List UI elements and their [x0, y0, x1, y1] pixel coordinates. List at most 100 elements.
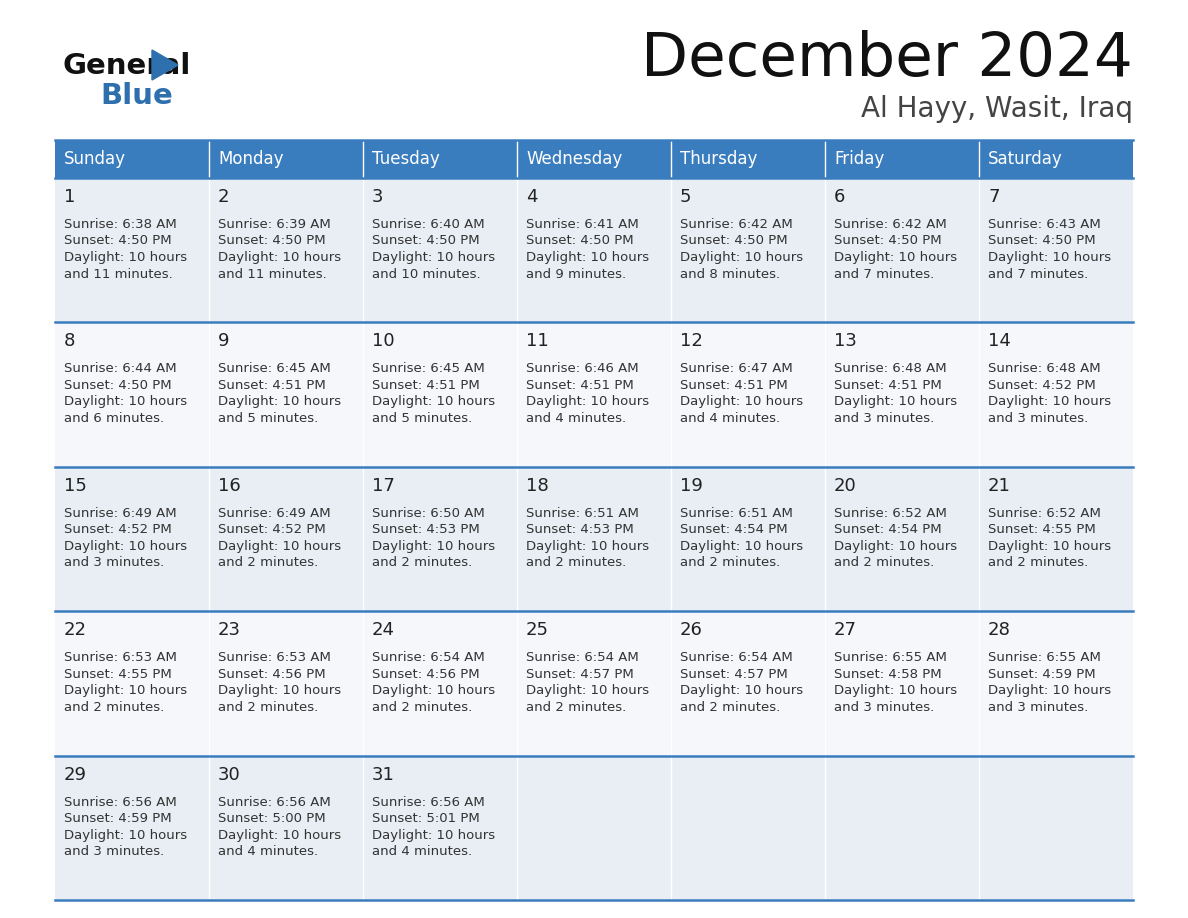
- Text: Sunrise: 6:55 AM: Sunrise: 6:55 AM: [834, 651, 947, 665]
- Text: Sunrise: 6:51 AM: Sunrise: 6:51 AM: [680, 507, 792, 520]
- Text: Sunrise: 6:49 AM: Sunrise: 6:49 AM: [219, 507, 330, 520]
- Text: 2: 2: [219, 188, 229, 206]
- Text: and 6 minutes.: and 6 minutes.: [64, 412, 164, 425]
- Text: Daylight: 10 hours: Daylight: 10 hours: [988, 540, 1111, 553]
- Text: Daylight: 10 hours: Daylight: 10 hours: [372, 829, 495, 842]
- Text: and 4 minutes.: and 4 minutes.: [680, 412, 781, 425]
- Text: Tuesday: Tuesday: [372, 150, 440, 168]
- Text: Wednesday: Wednesday: [526, 150, 623, 168]
- Text: Sunrise: 6:43 AM: Sunrise: 6:43 AM: [988, 218, 1101, 231]
- Text: 28: 28: [988, 621, 1011, 639]
- Text: Sunrise: 6:45 AM: Sunrise: 6:45 AM: [372, 363, 485, 375]
- Text: Sunrise: 6:54 AM: Sunrise: 6:54 AM: [372, 651, 485, 665]
- Text: Monday: Monday: [219, 150, 284, 168]
- Text: 31: 31: [372, 766, 394, 784]
- Text: and 2 minutes.: and 2 minutes.: [526, 700, 626, 713]
- Text: and 4 minutes.: and 4 minutes.: [219, 845, 318, 858]
- Bar: [671, 140, 824, 178]
- Text: Daylight: 10 hours: Daylight: 10 hours: [988, 684, 1111, 697]
- Bar: [979, 178, 1133, 322]
- Bar: [209, 322, 364, 466]
- Bar: [209, 140, 364, 178]
- Text: 1: 1: [64, 188, 75, 206]
- Text: Daylight: 10 hours: Daylight: 10 hours: [372, 396, 495, 409]
- Text: and 2 minutes.: and 2 minutes.: [988, 556, 1088, 569]
- Text: Daylight: 10 hours: Daylight: 10 hours: [834, 396, 958, 409]
- Text: and 11 minutes.: and 11 minutes.: [64, 267, 172, 281]
- Bar: [209, 178, 364, 322]
- Bar: [209, 611, 364, 756]
- Text: Sunset: 4:53 PM: Sunset: 4:53 PM: [526, 523, 633, 536]
- Text: Sunrise: 6:45 AM: Sunrise: 6:45 AM: [219, 363, 330, 375]
- Bar: [517, 466, 671, 611]
- Text: Sunset: 5:01 PM: Sunset: 5:01 PM: [372, 812, 480, 825]
- Text: and 3 minutes.: and 3 minutes.: [834, 412, 934, 425]
- Text: Sunset: 4:57 PM: Sunset: 4:57 PM: [526, 667, 633, 681]
- Text: and 2 minutes.: and 2 minutes.: [372, 556, 473, 569]
- Text: Sunrise: 6:42 AM: Sunrise: 6:42 AM: [834, 218, 947, 231]
- Text: 17: 17: [372, 476, 394, 495]
- Text: Sunset: 4:59 PM: Sunset: 4:59 PM: [64, 812, 171, 825]
- Bar: [55, 322, 209, 466]
- Text: Sunset: 4:50 PM: Sunset: 4:50 PM: [680, 234, 788, 248]
- Bar: [55, 466, 209, 611]
- Text: Thursday: Thursday: [680, 150, 758, 168]
- Text: Daylight: 10 hours: Daylight: 10 hours: [988, 396, 1111, 409]
- Text: Daylight: 10 hours: Daylight: 10 hours: [834, 251, 958, 264]
- Bar: [671, 611, 824, 756]
- Text: Daylight: 10 hours: Daylight: 10 hours: [219, 396, 341, 409]
- Text: Daylight: 10 hours: Daylight: 10 hours: [680, 396, 803, 409]
- Text: and 2 minutes.: and 2 minutes.: [680, 556, 781, 569]
- Text: Sunrise: 6:48 AM: Sunrise: 6:48 AM: [988, 363, 1100, 375]
- Text: Sunset: 4:56 PM: Sunset: 4:56 PM: [372, 667, 480, 681]
- Text: and 4 minutes.: and 4 minutes.: [372, 845, 472, 858]
- Text: and 5 minutes.: and 5 minutes.: [372, 412, 473, 425]
- Text: Sunset: 4:50 PM: Sunset: 4:50 PM: [64, 234, 171, 248]
- Text: Sunrise: 6:38 AM: Sunrise: 6:38 AM: [64, 218, 177, 231]
- Text: Sunrise: 6:41 AM: Sunrise: 6:41 AM: [526, 218, 639, 231]
- Text: and 7 minutes.: and 7 minutes.: [988, 267, 1088, 281]
- Text: and 3 minutes.: and 3 minutes.: [64, 845, 164, 858]
- Text: Daylight: 10 hours: Daylight: 10 hours: [680, 251, 803, 264]
- Text: Sunset: 4:50 PM: Sunset: 4:50 PM: [526, 234, 633, 248]
- Text: Sunrise: 6:53 AM: Sunrise: 6:53 AM: [219, 651, 331, 665]
- Text: Daylight: 10 hours: Daylight: 10 hours: [372, 540, 495, 553]
- Text: and 3 minutes.: and 3 minutes.: [834, 700, 934, 713]
- Text: Sunset: 4:50 PM: Sunset: 4:50 PM: [834, 234, 942, 248]
- Text: Daylight: 10 hours: Daylight: 10 hours: [834, 540, 958, 553]
- Bar: [979, 140, 1133, 178]
- Text: Sunset: 4:57 PM: Sunset: 4:57 PM: [680, 667, 788, 681]
- Bar: [364, 466, 517, 611]
- Text: Daylight: 10 hours: Daylight: 10 hours: [526, 396, 649, 409]
- Text: 3: 3: [372, 188, 384, 206]
- Bar: [364, 140, 517, 178]
- Bar: [671, 756, 824, 900]
- Bar: [979, 322, 1133, 466]
- Bar: [517, 322, 671, 466]
- Text: 14: 14: [988, 332, 1011, 351]
- Text: Daylight: 10 hours: Daylight: 10 hours: [372, 684, 495, 697]
- Text: Sunrise: 6:42 AM: Sunrise: 6:42 AM: [680, 218, 792, 231]
- Text: Sunset: 4:56 PM: Sunset: 4:56 PM: [219, 667, 326, 681]
- Text: Daylight: 10 hours: Daylight: 10 hours: [64, 251, 188, 264]
- Text: 9: 9: [219, 332, 229, 351]
- Text: Daylight: 10 hours: Daylight: 10 hours: [526, 540, 649, 553]
- Text: Saturday: Saturday: [988, 150, 1063, 168]
- Text: Sunset: 4:58 PM: Sunset: 4:58 PM: [834, 667, 942, 681]
- Text: Daylight: 10 hours: Daylight: 10 hours: [64, 396, 188, 409]
- Text: Daylight: 10 hours: Daylight: 10 hours: [680, 540, 803, 553]
- Text: and 2 minutes.: and 2 minutes.: [526, 556, 626, 569]
- Text: 24: 24: [372, 621, 394, 639]
- Text: and 2 minutes.: and 2 minutes.: [834, 556, 934, 569]
- Text: and 2 minutes.: and 2 minutes.: [64, 700, 164, 713]
- Text: 22: 22: [64, 621, 87, 639]
- Text: 25: 25: [526, 621, 549, 639]
- Text: 26: 26: [680, 621, 703, 639]
- Text: 20: 20: [834, 476, 857, 495]
- Bar: [55, 178, 209, 322]
- Text: 12: 12: [680, 332, 703, 351]
- Bar: [55, 611, 209, 756]
- Text: 23: 23: [219, 621, 241, 639]
- Text: and 3 minutes.: and 3 minutes.: [988, 412, 1088, 425]
- Bar: [824, 466, 979, 611]
